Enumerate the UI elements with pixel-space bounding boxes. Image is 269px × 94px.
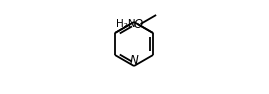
Text: O: O — [133, 17, 143, 30]
Text: H₂N: H₂N — [116, 19, 136, 29]
Text: N: N — [130, 55, 138, 67]
